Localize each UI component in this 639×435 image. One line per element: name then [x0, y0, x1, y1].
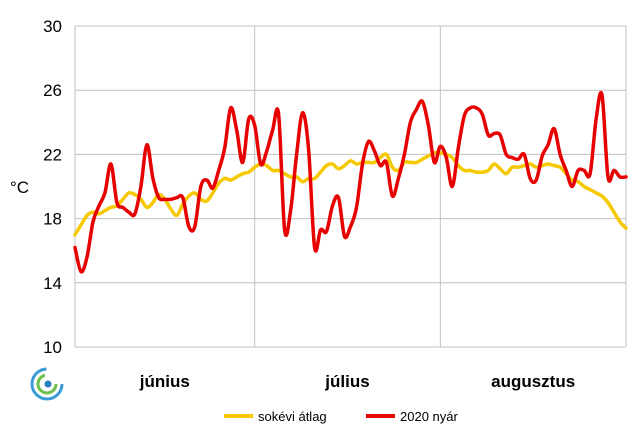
y-tick-labels: 10 14 18 22 26 30 — [43, 17, 62, 357]
month-labels: június július augusztus — [139, 372, 575, 391]
y-axis-label: °C — [10, 178, 29, 197]
logo-core — [44, 380, 52, 388]
logo-inner-ring — [36, 373, 58, 395]
y-tick-label: 14 — [43, 274, 62, 293]
month-label: július — [324, 372, 369, 391]
legend: sokévi átlag 2020 nyár — [224, 409, 458, 424]
y-tick-label: 10 — [43, 338, 62, 357]
y-tick-label: 30 — [43, 17, 62, 36]
y-tick-label: 18 — [43, 210, 62, 229]
legend-label-2020: 2020 nyár — [400, 409, 458, 424]
logo-outer-ring — [30, 367, 64, 401]
legend-label-avg: sokévi átlag — [258, 409, 327, 424]
logo — [30, 367, 64, 401]
y-tick-label: 22 — [43, 145, 62, 164]
series-lines — [73, 90, 628, 274]
grid — [74, 25, 627, 348]
month-label: június — [139, 372, 190, 391]
month-label: augusztus — [491, 372, 575, 391]
y-tick-label: 26 — [43, 81, 62, 100]
series-line-avg — [73, 150, 628, 237]
series-line-2020 — [73, 90, 628, 274]
